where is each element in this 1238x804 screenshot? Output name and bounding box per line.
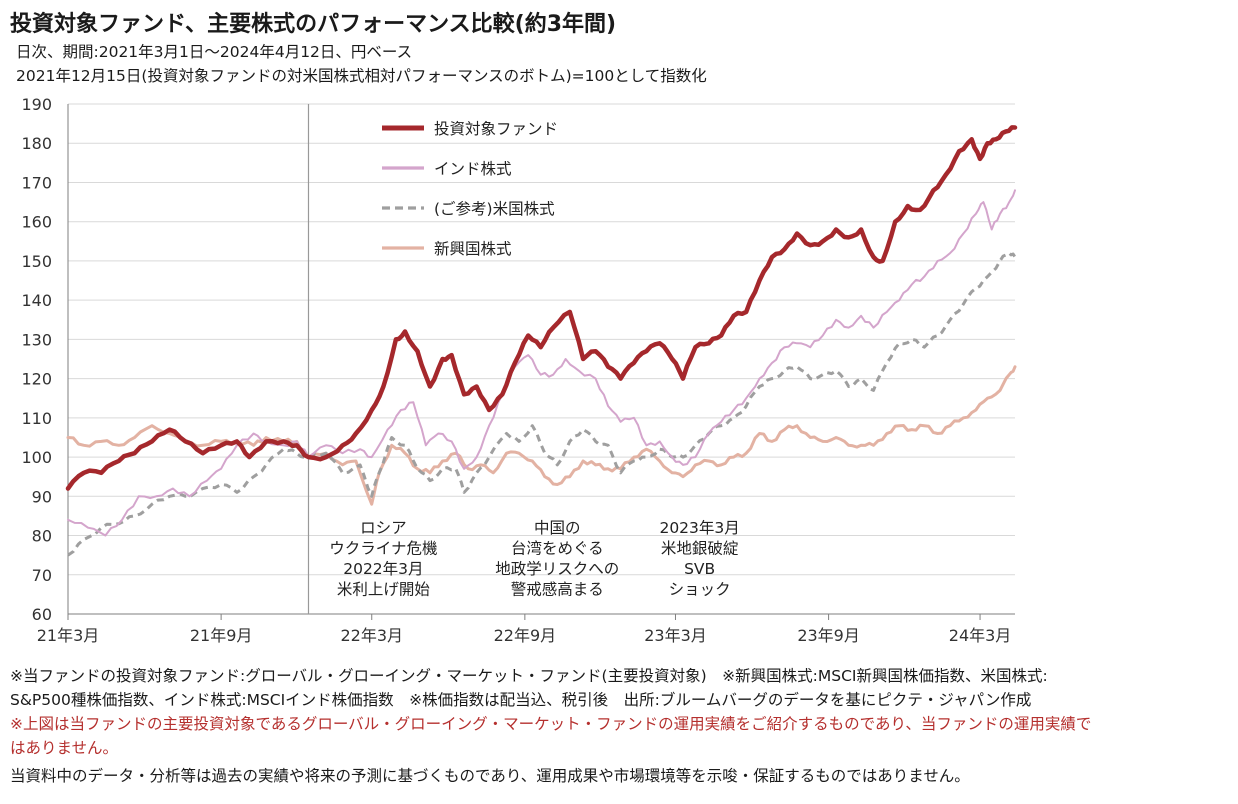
- annotation-text: 米地銀破綻: [661, 540, 739, 558]
- x-tick-label: 24年3月: [949, 626, 1012, 645]
- gridlines: [68, 103, 1015, 576]
- footnote-general: 当資料中のデータ・分析等は過去の実績や将来の予測に基づくものであり、運用成果や市…: [10, 767, 970, 785]
- y-tick-label: 60: [32, 605, 52, 624]
- y-tick-label: 120: [21, 370, 52, 389]
- subtitle-period: 日次、期間:2021年3月1日～2024年4月12日、円ベース: [16, 43, 413, 61]
- x-tick-label: 23年3月: [644, 626, 707, 645]
- y-tick-label: 170: [21, 173, 52, 192]
- annotation-text: 中国の: [534, 519, 581, 537]
- y-tick-label: 150: [21, 252, 52, 271]
- legend-label: 投資対象ファンド: [434, 120, 558, 138]
- x-tick-label: 23年9月: [797, 626, 860, 645]
- legend-label: インド株式: [434, 160, 512, 178]
- footnote-sources-2: S&P500種株価指数、インド株式:MSCIインド株価指数 ※株価指数は配当込、…: [10, 691, 1032, 709]
- series-line-2: [67, 251, 1017, 557]
- y-tick-label: 140: [21, 291, 52, 310]
- axes: 60 70 80 90 100 110 120 130 140 150 160 170 180 190 21…: [21, 95, 1015, 645]
- y-tick-label: 160: [21, 213, 52, 232]
- page-title: 投資対象ファンド、主要株式のパフォーマンス比較(約3年間): [10, 12, 617, 37]
- annotation-text: 警戒感高まる: [511, 581, 604, 599]
- y-tick-label: 80: [32, 527, 52, 546]
- y-tick-label: 130: [21, 330, 52, 349]
- subtitle-index-basis: 2021年12月15日(投資対象ファンドの対米国株式相対パフォーマンスのボトム)…: [16, 67, 707, 85]
- x-tick-label: 22年9月: [494, 626, 557, 645]
- annotation-text: ウクライナ危機: [329, 540, 437, 558]
- x-tick-label: 21年3月: [37, 626, 100, 645]
- annotation-text: 地政学リスクへの: [495, 560, 619, 578]
- footnote-sources-1: ※当ファンドの投資対象ファンド:グローバル・グローイング・マーケット・ファンド(…: [10, 667, 1048, 685]
- legend-label: 新興国株式: [434, 240, 512, 258]
- series-line-0: [65, 125, 1018, 491]
- annotation-text: 米利上げ開始: [337, 581, 431, 599]
- series-lines: [65, 125, 1018, 557]
- x-tick-label: 22年3月: [340, 626, 403, 645]
- annotation-text: 2023年3月: [659, 519, 739, 537]
- y-tick-label: 180: [21, 134, 52, 153]
- annotation-text: ショック: [669, 581, 731, 599]
- annotation-text: SVB: [684, 560, 715, 578]
- legend-label: (ご参考)米国株式: [434, 200, 555, 218]
- annotation-text: 2022年3月: [343, 560, 423, 578]
- performance-line-chart: 60 70 80 90 100 110 120 130 140 150 160 170 180 190 21…: [21, 95, 1018, 645]
- y-tick-label: 190: [21, 95, 52, 114]
- y-tick-label: 90: [32, 487, 52, 506]
- footnote-disclaimer-1: ※上図は当ファンドの主要投資対象であるグローバル・グローイング・マーケット・ファ…: [10, 715, 1092, 733]
- footnote-disclaimer-2: はありません。: [10, 739, 119, 757]
- series-line-1: [67, 189, 1016, 537]
- y-tick-label: 70: [32, 566, 52, 585]
- series-line-3: [66, 365, 1017, 506]
- annotation-text: ロシア: [360, 519, 407, 537]
- y-tick-label: 110: [21, 409, 52, 428]
- x-tick-label: 21年9月: [190, 626, 253, 645]
- y-tick-label: 100: [21, 448, 52, 467]
- annotation-text: 台湾をめぐる: [511, 540, 604, 558]
